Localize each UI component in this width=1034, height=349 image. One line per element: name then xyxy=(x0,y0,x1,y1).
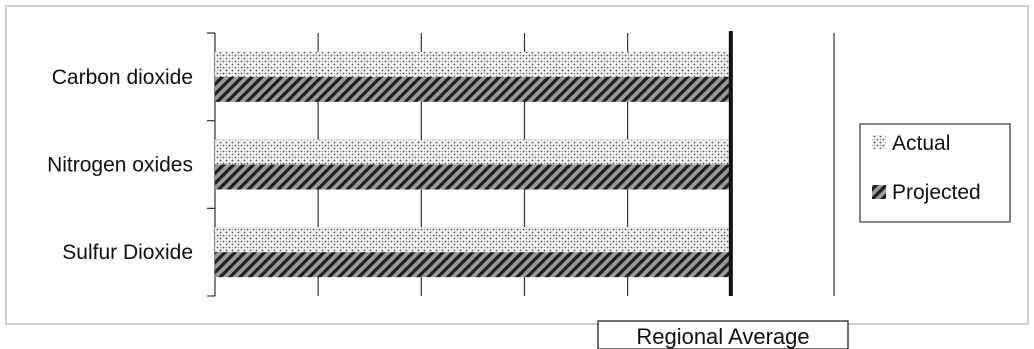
category-label: Nitrogen oxides xyxy=(47,154,193,177)
bar-projected-2 xyxy=(215,164,731,190)
category-label: Sulfur Dioxide xyxy=(62,241,193,264)
callout-label: Regional Average xyxy=(636,324,809,349)
legend-swatch-actual xyxy=(872,135,886,149)
legend-label-projected: Projected xyxy=(892,181,981,204)
bar-actual-3 xyxy=(215,227,731,253)
bar-actual-2 xyxy=(215,139,731,165)
legend: Actual Projected xyxy=(859,123,1011,223)
category-labels: Carbon dioxide Nitrogen oxides Sulfur Diox… xyxy=(47,66,193,264)
category-axis xyxy=(207,32,216,297)
chart-border xyxy=(5,5,1029,325)
callout-box xyxy=(597,320,849,349)
bar-actual-1 xyxy=(215,51,731,77)
category-label: Carbon dioxide xyxy=(52,66,193,89)
bar-projected-3 xyxy=(215,252,731,278)
regional-average-callout: Regional Average xyxy=(597,320,849,349)
legend-swatch-projected xyxy=(872,185,886,199)
bar-projected-1 xyxy=(215,76,731,102)
bars xyxy=(215,31,733,296)
legend-label-actual: Actual xyxy=(892,132,950,155)
